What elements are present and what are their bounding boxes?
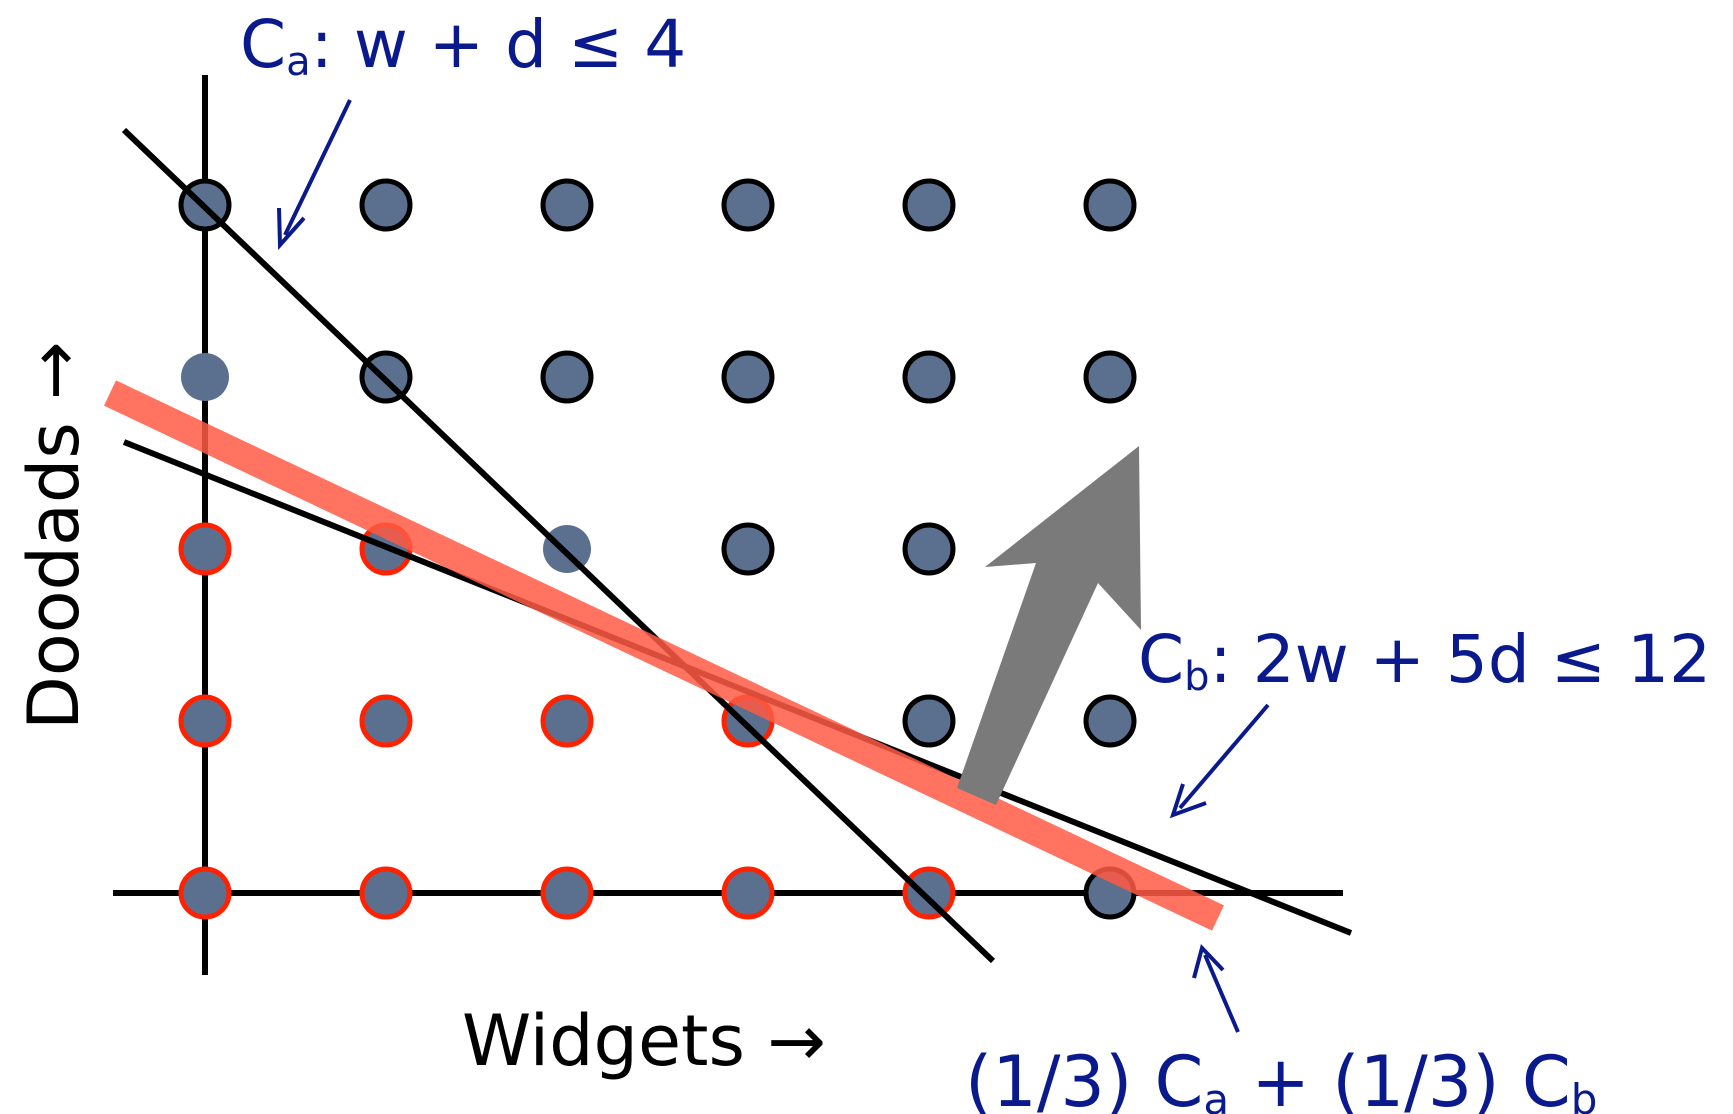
callout-arrow-combination — [1192, 944, 1240, 1033]
combination-line — [104, 380, 1224, 931]
grid-point-w2-d1 — [540, 694, 594, 748]
grid-point-w4-d4 — [902, 178, 956, 232]
grid-point-w0-d3 — [181, 353, 229, 401]
grid-point-w0-d1 — [178, 694, 232, 748]
grid-point-w1-d0 — [359, 866, 413, 920]
y-axis-title: Doodads → — [13, 341, 95, 730]
objective-direction-arrow — [957, 446, 1141, 805]
grid-point-w5-d3 — [1083, 350, 1137, 404]
grid-point-w2-d4 — [540, 178, 594, 232]
grid-point-w1-d1 — [359, 694, 413, 748]
grid-point-w3-d4 — [721, 178, 775, 232]
constraint-a-label: Ca: w + d ≤ 4 — [240, 6, 686, 85]
constraint-a-line — [121, 127, 996, 964]
grid-point-w5-d1 — [1083, 694, 1137, 748]
callout-arrow-b — [1169, 703, 1270, 819]
grid-point-w3-d0 — [721, 866, 775, 920]
grid-point-w0-d2 — [178, 522, 232, 576]
grid-point-w5-d4 — [1083, 178, 1137, 232]
grid-point-w3-d3 — [721, 350, 775, 404]
grid-point-w4-d0 — [902, 866, 956, 920]
grid-point-w2-d3 — [540, 350, 594, 404]
grid-point-w4-d2 — [902, 522, 956, 576]
grid-point-w1-d4 — [359, 178, 413, 232]
grid-point-w0-d0 — [178, 866, 232, 920]
grid-point-w2-d0 — [540, 866, 594, 920]
callout-arrow-a — [277, 99, 352, 251]
x-axis-title: Widgets → — [462, 1000, 826, 1082]
combination-label: (1/3) Ca + (1/3) Cb — [965, 1041, 1597, 1114]
grid-point-w3-d2 — [721, 522, 775, 576]
constraint-b-label: Cb: 2w + 5d ≤ 12 — [1138, 621, 1711, 700]
grid-point-w4-d1 — [902, 694, 956, 748]
grid-point-w4-d3 — [902, 350, 956, 404]
grid-points — [178, 178, 1137, 920]
